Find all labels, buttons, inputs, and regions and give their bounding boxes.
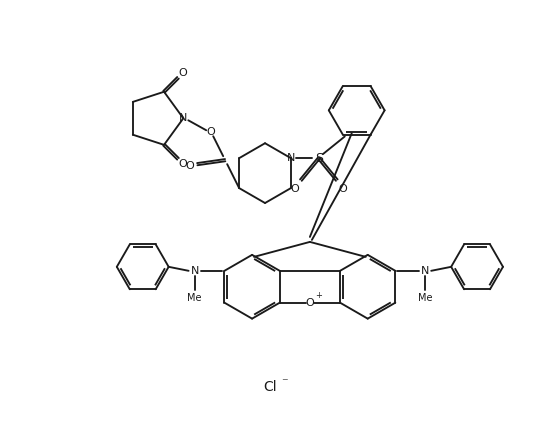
Text: O: O [291, 184, 299, 194]
Text: N: N [421, 266, 430, 276]
Text: O: O [179, 159, 187, 169]
Text: Me: Me [418, 293, 432, 303]
Text: +: + [315, 291, 323, 300]
Text: O: O [306, 298, 314, 308]
Text: ⁻: ⁻ [281, 376, 287, 389]
Text: S: S [315, 152, 323, 165]
Text: Cl: Cl [263, 380, 277, 394]
Text: O: O [338, 184, 347, 194]
Text: O: O [207, 127, 215, 137]
Text: Me: Me [187, 293, 202, 303]
Text: N: N [179, 113, 187, 124]
Text: O: O [185, 161, 194, 171]
Text: N: N [287, 153, 295, 163]
Text: O: O [179, 68, 187, 78]
Text: N: N [190, 266, 199, 276]
